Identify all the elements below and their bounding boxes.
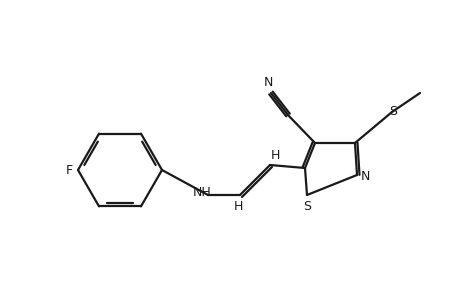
Text: H: H — [233, 200, 242, 214]
Text: F: F — [66, 164, 73, 176]
Text: N: N — [360, 170, 369, 184]
Text: S: S — [302, 200, 310, 213]
Text: H: H — [270, 148, 279, 161]
Text: NH: NH — [193, 187, 212, 200]
Text: N: N — [263, 76, 272, 89]
Text: S: S — [388, 104, 396, 118]
